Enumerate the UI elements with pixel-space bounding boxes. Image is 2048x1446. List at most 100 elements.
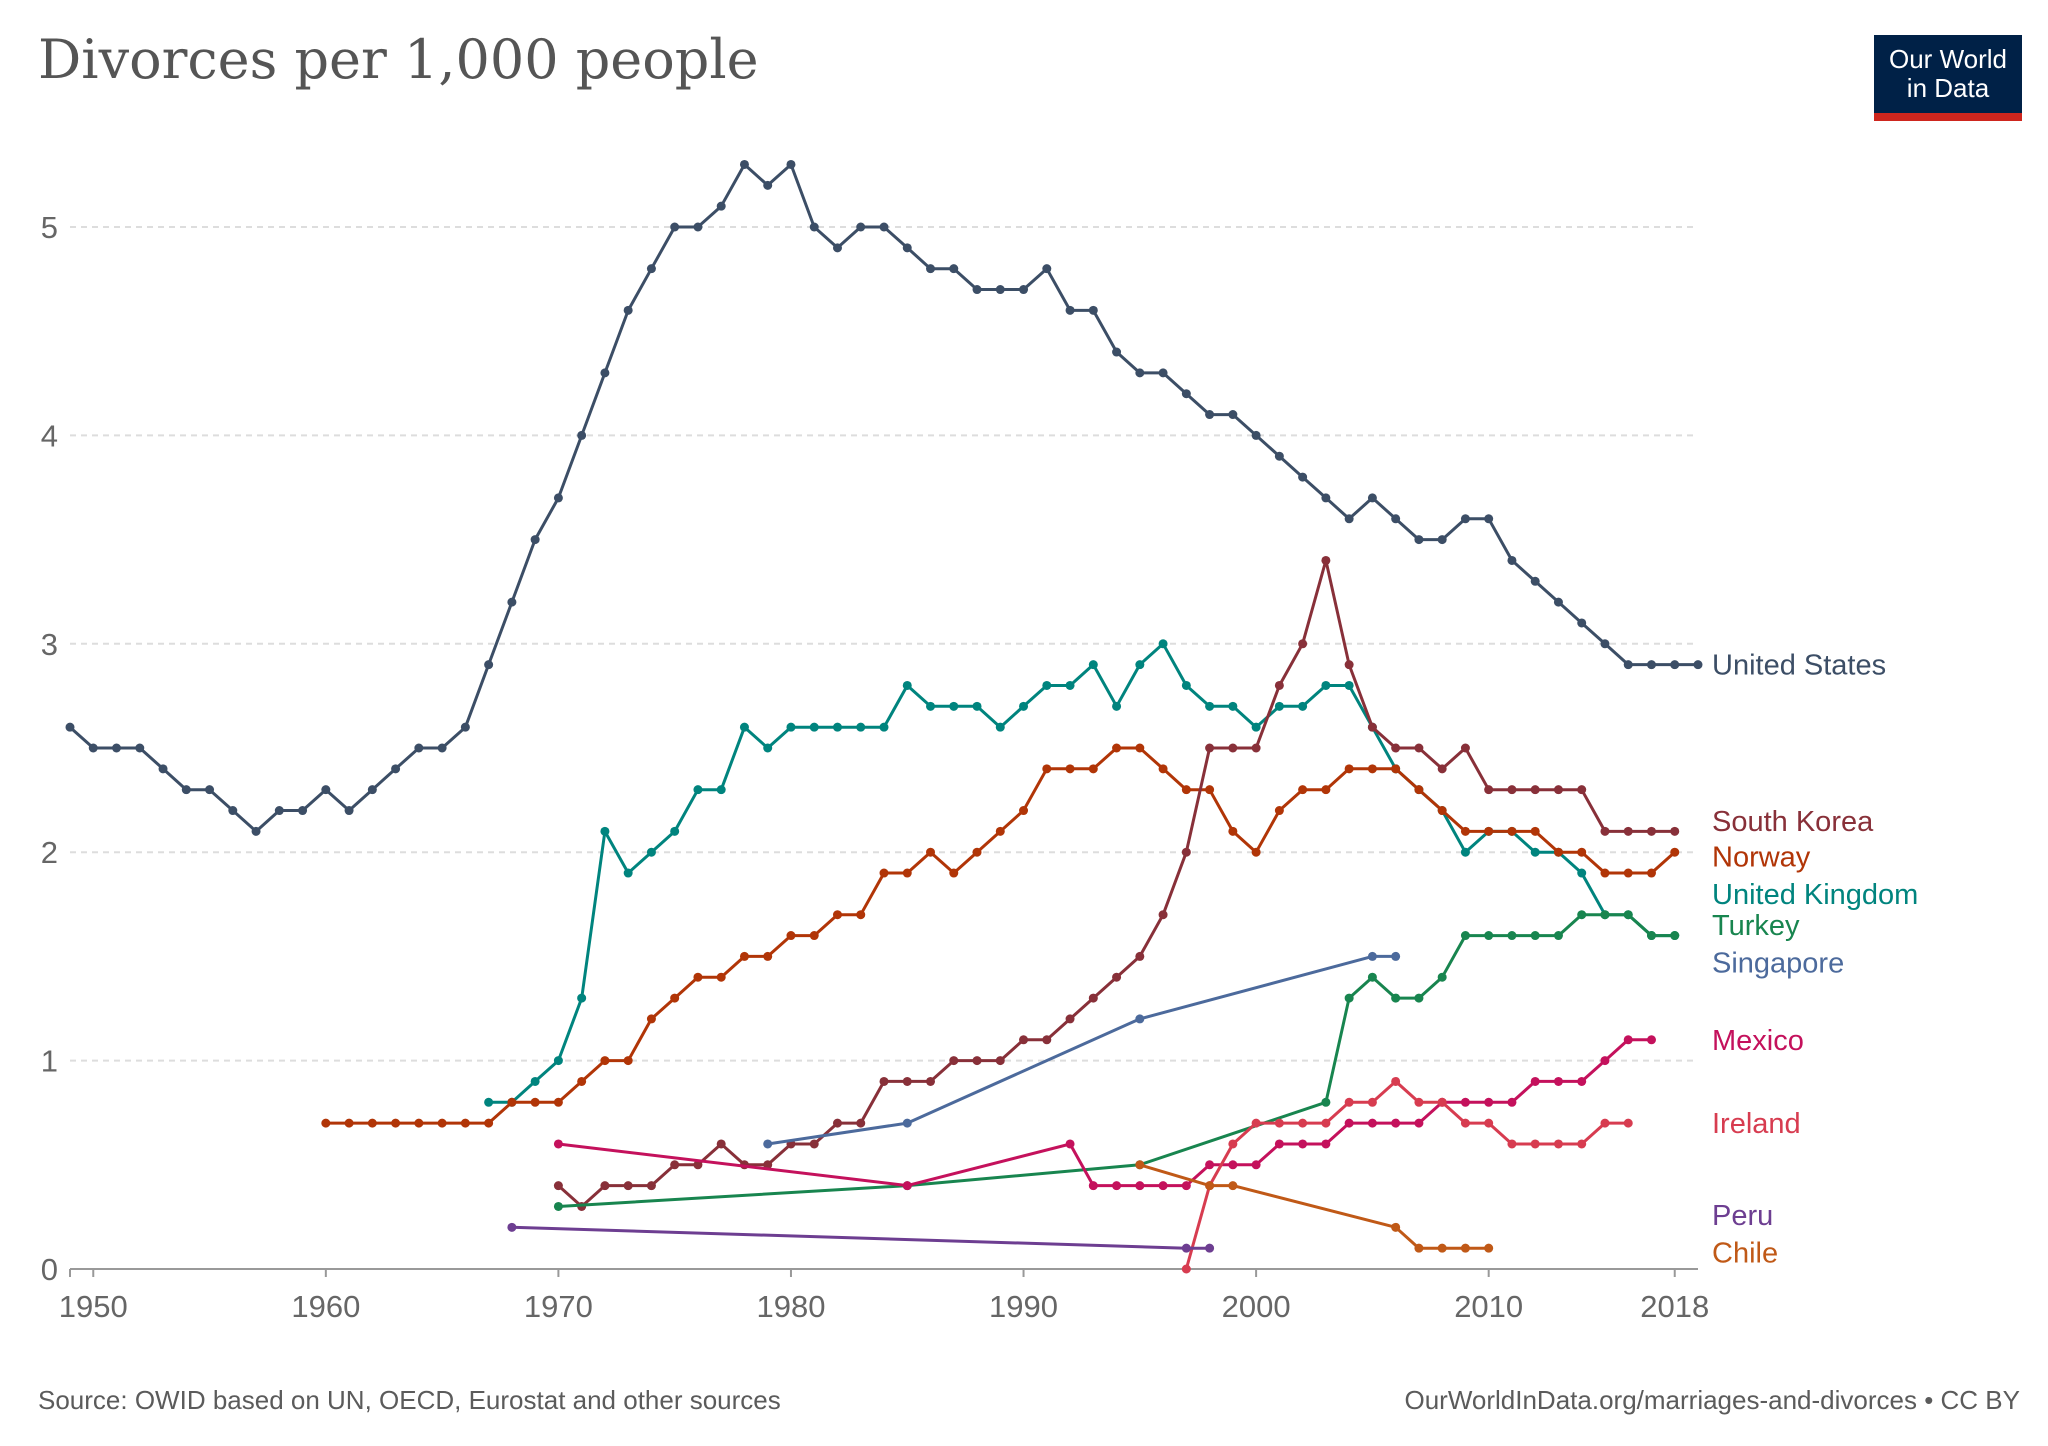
data-point[interactable] (1205, 1181, 1214, 1190)
data-point[interactable] (1624, 827, 1633, 836)
data-point[interactable] (1484, 1098, 1493, 1107)
data-point[interactable] (1391, 994, 1400, 1003)
data-point[interactable] (1275, 1139, 1284, 1148)
data-point[interactable] (856, 723, 865, 732)
data-point[interactable] (1577, 785, 1586, 794)
data-point[interactable] (1252, 744, 1261, 753)
data-point[interactable] (1368, 723, 1377, 732)
data-point[interactable] (996, 827, 1005, 836)
data-point[interactable] (973, 848, 982, 857)
data-point[interactable] (1182, 681, 1191, 690)
data-point[interactable] (461, 723, 470, 732)
data-point[interactable] (1554, 1139, 1563, 1148)
data-point[interactable] (345, 1119, 354, 1128)
data-point[interactable] (880, 869, 889, 878)
data-point[interactable] (1298, 1119, 1307, 1128)
data-point[interactable] (903, 1119, 912, 1128)
data-point[interactable] (1321, 1139, 1330, 1148)
data-point[interactable] (1600, 1119, 1609, 1128)
data-point[interactable] (1345, 764, 1354, 773)
data-point[interactable] (1438, 1244, 1447, 1253)
data-point[interactable] (1391, 764, 1400, 773)
data-point[interactable] (1252, 848, 1261, 857)
data-point[interactable] (1391, 1223, 1400, 1232)
data-point[interactable] (693, 973, 702, 982)
data-point[interactable] (624, 306, 633, 315)
data-point[interactable] (1228, 827, 1237, 836)
data-point[interactable] (996, 723, 1005, 732)
data-point[interactable] (1461, 1244, 1470, 1253)
data-point[interactable] (391, 1119, 400, 1128)
series-label[interactable]: Norway (1712, 841, 1811, 873)
data-point[interactable] (693, 785, 702, 794)
license-link[interactable]: OurWorldInData.org/marriages-and-divorce… (1404, 1385, 2020, 1416)
data-point[interactable] (996, 1056, 1005, 1065)
data-point[interactable] (1484, 785, 1493, 794)
data-point[interactable] (1531, 577, 1540, 586)
data-point[interactable] (1321, 1098, 1330, 1107)
data-point[interactable] (1484, 514, 1493, 523)
data-point[interactable] (577, 431, 586, 440)
data-point[interactable] (926, 1077, 935, 1086)
data-point[interactable] (600, 368, 609, 377)
data-point[interactable] (1414, 1244, 1423, 1253)
data-point[interactable] (1624, 1035, 1633, 1044)
data-point[interactable] (1275, 806, 1284, 815)
data-point[interactable] (1159, 910, 1168, 919)
data-point[interactable] (554, 1181, 563, 1190)
data-point[interactable] (926, 848, 935, 857)
data-point[interactable] (1275, 1119, 1284, 1128)
data-point[interactable] (1531, 827, 1540, 836)
data-point[interactable] (1159, 639, 1168, 648)
data-point[interactable] (391, 764, 400, 773)
data-point[interactable] (1507, 556, 1516, 565)
data-point[interactable] (1507, 931, 1516, 940)
data-point[interactable] (1205, 744, 1214, 753)
data-point[interactable] (461, 1119, 470, 1128)
series-chile[interactable] (1135, 1160, 1493, 1252)
data-point[interactable] (321, 785, 330, 794)
data-point[interactable] (973, 702, 982, 711)
data-point[interactable] (1252, 1160, 1261, 1169)
data-point[interactable] (1066, 681, 1075, 690)
series-label[interactable]: United States (1712, 650, 1886, 682)
data-point[interactable] (1461, 848, 1470, 857)
data-point[interactable] (1112, 1181, 1121, 1190)
data-point[interactable] (1089, 994, 1098, 1003)
data-point[interactable] (810, 1139, 819, 1148)
data-point[interactable] (1205, 785, 1214, 794)
data-point[interactable] (531, 535, 540, 544)
data-point[interactable] (1321, 785, 1330, 794)
data-point[interactable] (856, 1119, 865, 1128)
data-point[interactable] (484, 1098, 493, 1107)
data-point[interactable] (1624, 869, 1633, 878)
data-point[interactable] (880, 723, 889, 732)
data-point[interactable] (833, 243, 842, 252)
data-point[interactable] (1368, 952, 1377, 961)
series-label[interactable]: Singapore (1712, 948, 1844, 980)
data-point[interactable] (1345, 1119, 1354, 1128)
data-point[interactable] (1368, 764, 1377, 773)
data-point[interactable] (949, 869, 958, 878)
data-point[interactable] (1461, 744, 1470, 753)
data-point[interactable] (647, 1014, 656, 1023)
data-point[interactable] (1159, 764, 1168, 773)
data-point[interactable] (66, 723, 75, 732)
data-point[interactable] (1205, 1244, 1214, 1253)
data-point[interactable] (1135, 660, 1144, 669)
data-point[interactable] (763, 181, 772, 190)
data-point[interactable] (1205, 1160, 1214, 1169)
data-point[interactable] (903, 243, 912, 252)
data-point[interactable] (1414, 1119, 1423, 1128)
series-singapore[interactable] (763, 952, 1400, 1149)
data-point[interactable] (1042, 264, 1051, 273)
data-point[interactable] (1647, 869, 1656, 878)
data-point[interactable] (1228, 1160, 1237, 1169)
data-point[interactable] (1252, 431, 1261, 440)
data-point[interactable] (647, 848, 656, 857)
data-point[interactable] (1228, 1139, 1237, 1148)
data-point[interactable] (1438, 973, 1447, 982)
data-point[interactable] (856, 223, 865, 232)
data-point[interactable] (1182, 389, 1191, 398)
data-point[interactable] (1042, 1035, 1051, 1044)
